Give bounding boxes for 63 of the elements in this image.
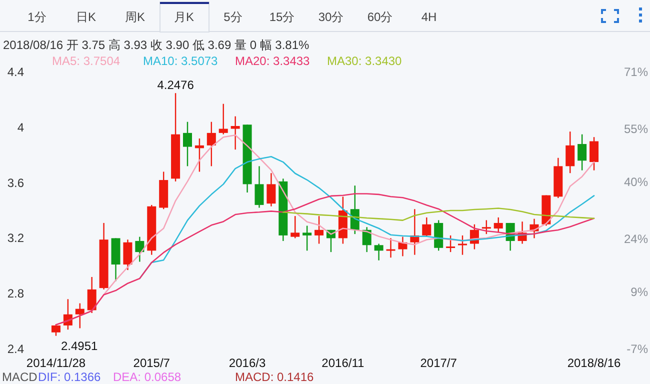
y-tick-label: 3.2	[7, 231, 24, 246]
text: 月K	[174, 10, 194, 24]
candlestick	[386, 238, 396, 258]
x-tick-label: 2014/11/28	[26, 356, 86, 370]
candlestick	[374, 243, 384, 261]
annotation: 4.2476	[157, 78, 194, 92]
text: DEA: 0.0658	[113, 370, 182, 384]
candlestick	[590, 136, 599, 171]
y-tick-label: 4.4	[7, 65, 24, 79]
candlestick	[482, 220, 491, 235]
candlestick	[87, 276, 96, 314]
candlestick	[446, 234, 456, 253]
candlestick	[578, 134, 587, 171]
y2-tick-label: -7%	[626, 342, 648, 356]
text: MA20: 3.3433	[235, 54, 310, 68]
y2-tick-label: 24%	[624, 232, 648, 246]
candlestick	[75, 302, 84, 329]
candlestick	[183, 121, 192, 167]
candlestick	[302, 225, 312, 252]
text: MA30: 3.3430	[327, 54, 402, 68]
text: 4H	[421, 10, 437, 24]
y-tick-label: 3.6	[7, 176, 24, 190]
y2-tick-label: 55%	[624, 122, 648, 136]
text: 周K	[124, 10, 146, 24]
candlestick	[362, 226, 372, 253]
text: MA10: 3.5073	[143, 54, 218, 68]
candlestick	[266, 172, 276, 207]
candlestick	[230, 116, 240, 150]
candlestick	[458, 234, 467, 256]
x-tick-label: 2016/11	[322, 356, 364, 370]
candlestick	[135, 236, 144, 262]
text: 2018/08/16 开 3.75 高 3.93 收 3.90 低 3.69 量 0 幅 3.81%	[3, 38, 310, 52]
text: MA5: 3.7504	[52, 54, 120, 68]
candlestick	[290, 215, 300, 239]
x-tick-label: 2015/7	[133, 356, 170, 370]
text: DIF: 0.1366	[38, 370, 102, 384]
text: 1分	[28, 10, 46, 24]
text: 日K	[76, 10, 96, 24]
y-tick-label: 2.8	[7, 286, 24, 301]
candlestick	[566, 130, 575, 174]
text: 30分	[318, 10, 344, 24]
text: MACD: 0.1416	[235, 370, 314, 384]
y2-tick-label: 9%	[630, 285, 648, 300]
x-tick-label: 2016/3	[228, 356, 266, 370]
candlestick	[218, 103, 228, 135]
candlestick	[194, 138, 204, 172]
candlestick	[254, 166, 264, 208]
x-tick-label: 2018/8/16	[567, 356, 622, 370]
candlestick	[422, 216, 432, 238]
candlestick	[314, 215, 324, 244]
candlestick	[206, 121, 216, 167]
y-tick-label: 2.4	[7, 342, 24, 356]
annotation: 2.4951	[60, 338, 98, 353]
candlestick	[494, 216, 503, 234]
x-tick-label: 2017/7	[420, 356, 458, 370]
text: MACD	[2, 370, 38, 384]
text: 5分	[224, 10, 242, 24]
y2-tick-label: 40%	[624, 175, 648, 190]
text: 15分	[269, 10, 295, 24]
y2-tick-label: 71%	[624, 65, 648, 79]
text: 60分	[367, 10, 393, 24]
candlestick	[123, 238, 132, 271]
y-tick-label: 4	[17, 120, 24, 134]
